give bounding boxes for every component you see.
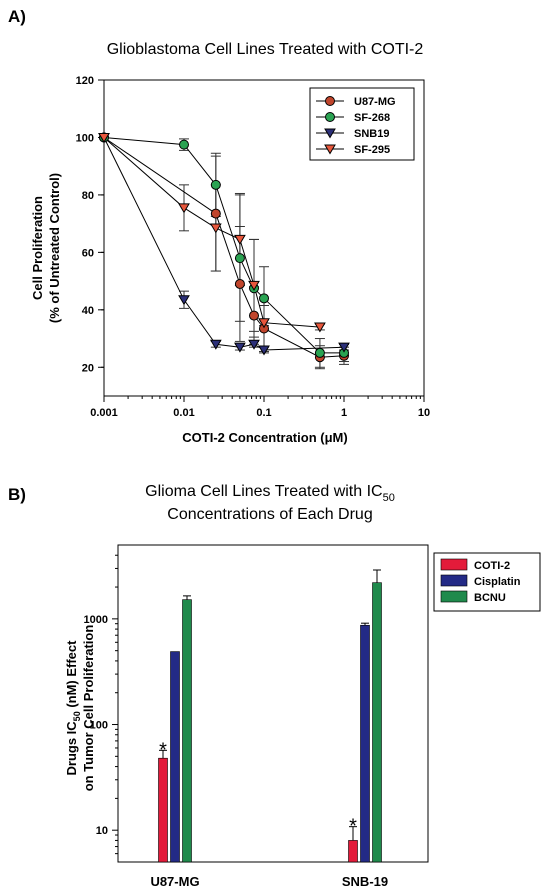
y-tick-label: 40	[82, 305, 94, 317]
bar-chart-title-line2: Concentrations of Each Drug	[167, 506, 372, 523]
legend-label: COTI-2	[474, 560, 510, 572]
bar-chart-plot-frame	[117, 544, 429, 863]
bar	[360, 624, 370, 863]
bar	[170, 651, 180, 863]
data-point	[178, 203, 190, 214]
data-point	[234, 253, 245, 264]
significance-marker: *	[349, 816, 357, 838]
legend-marker	[325, 112, 335, 122]
category-label: SNB-19	[342, 874, 388, 889]
series-line	[103, 137, 345, 358]
data-point	[248, 280, 260, 291]
data-point	[234, 234, 246, 245]
line-chart: 0.001 0.01 0.1 1 10 20 40 60 80 100 120 U87-MG SF-26…	[76, 75, 430, 419]
bar-chart-title-line1: Glioma Cell Lines Treated with IC50	[145, 483, 395, 504]
x-tick-label: 0.1	[256, 407, 271, 419]
legend-label: SNB19	[354, 128, 389, 140]
line-chart-legend: U87-MG SF-268 SNB19 SF-295	[309, 87, 415, 161]
line-chart-x-axis-label: COTI-2 Concentration (μM)	[182, 430, 347, 445]
legend-marker	[325, 96, 335, 106]
significance-marker: *	[159, 739, 167, 761]
bar-chart-y-axis-label-line1: Drugs IC50 (nM) Effect	[64, 640, 82, 776]
legend-label: U87-MG	[354, 96, 396, 108]
x-tick-label: 0.001	[90, 407, 118, 419]
y-tick-label: 120	[76, 75, 94, 87]
data-point	[179, 139, 189, 150]
bar-chart-title-main: Glioma Cell Lines Treated with IC	[145, 483, 382, 500]
bar	[348, 840, 358, 863]
legend-marker	[324, 128, 336, 139]
legend-marker	[324, 144, 336, 155]
legend-swatch	[440, 574, 468, 587]
data-point	[210, 179, 221, 190]
data-point	[258, 318, 270, 329]
data-point	[210, 208, 221, 219]
y-tick-label: 20	[82, 362, 94, 374]
panel-b-label: B)	[8, 485, 26, 504]
bar-chart-y-label-post: (nM) Effect	[64, 640, 79, 711]
data-point	[314, 322, 326, 333]
x-tick-label: 0.01	[173, 407, 194, 419]
legend-label: SF-295	[354, 144, 390, 156]
data-point	[178, 295, 190, 306]
data-point	[259, 293, 269, 304]
legend-label: BCNU	[474, 592, 506, 604]
x-tick-label: 10	[418, 407, 430, 419]
y-tick-label: 1000	[84, 614, 108, 626]
data-point	[209, 339, 222, 350]
y-tick-label: 80	[82, 190, 94, 202]
data-point	[98, 132, 110, 143]
legend-swatch	[440, 590, 468, 603]
line-chart-title: Glioblastoma Cell Lines Treated with COT…	[107, 41, 424, 58]
bar-chart-title-subscript: 50	[383, 492, 395, 504]
bar-chart-legend: COTI-2 Cisplatin BCNU	[433, 552, 541, 612]
series-line	[103, 137, 320, 328]
y-tick-label: 100	[76, 132, 94, 144]
legend-swatch	[440, 558, 468, 571]
data-point	[249, 310, 260, 321]
series-line	[103, 137, 344, 354]
data-point	[258, 345, 270, 356]
category-label: U87-MG	[150, 874, 199, 889]
bar	[182, 599, 192, 863]
bar-chart-y-axis-label-line2: on Tumor Cell Proliferation	[81, 625, 96, 792]
data-point	[234, 278, 245, 289]
data-point	[314, 347, 325, 358]
bar-chart: 10 100 1000 U87-MG * SNB-19 * COTI-2 Cisplatin BC…	[84, 544, 541, 889]
bar-chart-y-label-pre: Drugs IC	[64, 721, 79, 776]
panel-a-label: A)	[8, 7, 26, 26]
y-tick-label: 100	[90, 720, 108, 732]
y-tick-label: 60	[82, 247, 94, 259]
y-tick-label: 10	[96, 825, 108, 837]
line-chart-y-axis-label-line1: Cell Proliferation	[30, 196, 45, 300]
bar	[372, 582, 382, 863]
data-point	[209, 223, 222, 234]
data-point	[338, 342, 350, 353]
data-point	[234, 342, 246, 353]
x-tick-label: 1	[341, 407, 347, 419]
data-point	[248, 339, 260, 350]
bar	[158, 757, 168, 863]
legend-label: Cisplatin	[474, 576, 521, 588]
legend-label: SF-268	[354, 112, 390, 124]
line-chart-y-axis-label-line2: (% of Untreated Control)	[47, 173, 62, 323]
bar-chart-y-label-subscript: 50	[72, 711, 82, 721]
